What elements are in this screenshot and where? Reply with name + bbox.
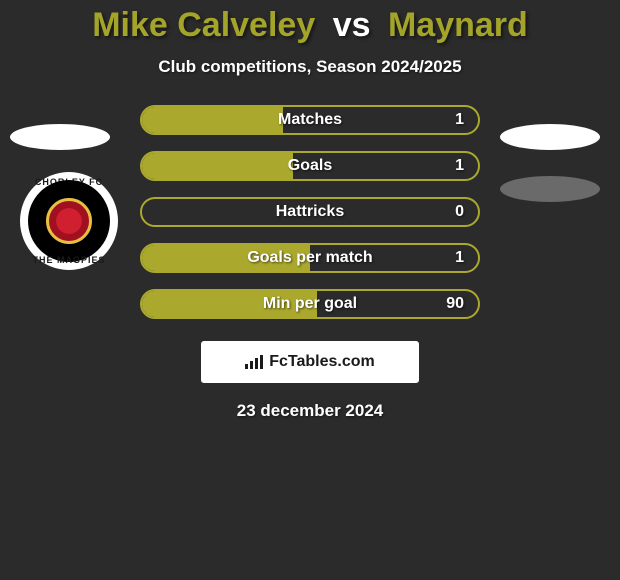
- bar-chart-icon: [245, 355, 263, 369]
- stat-label: Matches: [142, 111, 478, 129]
- stat-label: Min per goal: [142, 295, 478, 313]
- club-badge: CHORLEY FC THE MAGPIES: [20, 172, 118, 270]
- player1-name: Mike Calveley: [92, 6, 315, 44]
- player2-shadow-ellipse: [500, 176, 600, 202]
- badge-rose-icon: [46, 198, 92, 244]
- stat-label: Hattricks: [142, 203, 478, 221]
- stat-row: Min per goal90: [140, 289, 480, 319]
- stat-row: Goals1: [140, 151, 480, 181]
- subtitle: Club competitions, Season 2024/2025: [0, 57, 620, 77]
- badge-inner: [28, 180, 110, 262]
- player1-marker-ellipse: [10, 124, 110, 150]
- stat-label: Goals per match: [142, 249, 478, 267]
- stat-row: Hattricks0: [140, 197, 480, 227]
- footer-date: 23 december 2024: [0, 401, 620, 421]
- vs-label: vs: [333, 6, 371, 44]
- player2-name: Maynard: [388, 6, 528, 44]
- comparison-title: Mike Calveley vs Maynard: [0, 0, 620, 45]
- stat-row: Goals per match1: [140, 243, 480, 273]
- stat-value: 1: [455, 111, 464, 129]
- source-text: FcTables.com: [269, 353, 375, 371]
- stat-value: 0: [455, 203, 464, 221]
- stat-value: 90: [446, 295, 464, 313]
- badge-text-bottom: THE MAGPIES: [20, 255, 118, 265]
- stat-value: 1: [455, 157, 464, 175]
- stat-row: Matches1: [140, 105, 480, 135]
- stat-value: 1: [455, 249, 464, 267]
- source-banner: FcTables.com: [201, 341, 419, 383]
- player2-marker-ellipse: [500, 124, 600, 150]
- stat-label: Goals: [142, 157, 478, 175]
